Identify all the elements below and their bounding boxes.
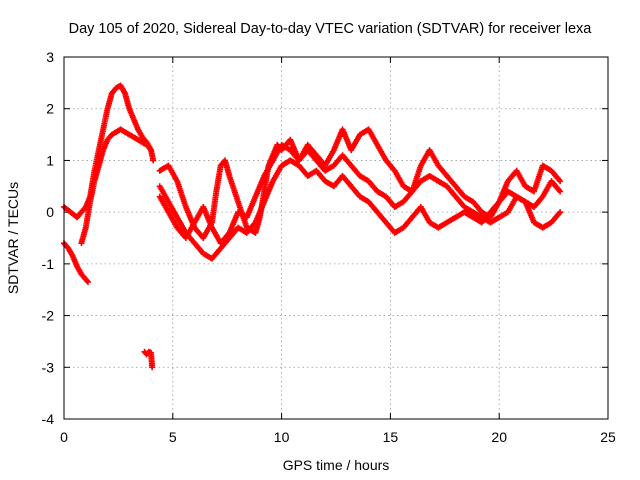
y-tick-label: -4 <box>42 411 55 427</box>
y-tick-label: 1 <box>46 152 54 168</box>
data-point <box>557 178 564 185</box>
x-tick-label: 20 <box>491 429 507 445</box>
axis-ticks: 0 5 10 15 20 25 -4 -3 -2 -1 0 1 2 3 <box>42 49 616 445</box>
plot-frame <box>63 56 609 420</box>
chart-title: Day 105 of 2020, Sidereal Day-to-day VTE… <box>69 21 593 37</box>
x-tick-label: 10 <box>274 429 290 445</box>
data-point <box>557 209 564 216</box>
y-tick-label: 3 <box>46 49 54 65</box>
y-tick-label: 2 <box>46 101 54 117</box>
y-tick-label: 0 <box>46 204 54 220</box>
data-point <box>148 147 155 154</box>
data-point <box>150 157 157 164</box>
x-tick-label: 5 <box>169 429 177 445</box>
x-tick-label: 25 <box>600 429 616 445</box>
y-tick-label: -2 <box>42 308 55 324</box>
data-point <box>149 364 156 371</box>
x-axis-label: GPS time / hours <box>283 457 390 473</box>
data-point <box>557 188 564 195</box>
data-point <box>84 278 91 285</box>
data-points <box>61 82 564 371</box>
x-tick-label: 0 <box>60 429 68 445</box>
y-tick-label: -1 <box>42 256 55 272</box>
y-tick-label: -3 <box>42 359 55 375</box>
x-tick-label: 15 <box>383 429 399 445</box>
y-axis-label: SDTVAR / TECUs <box>5 182 21 294</box>
